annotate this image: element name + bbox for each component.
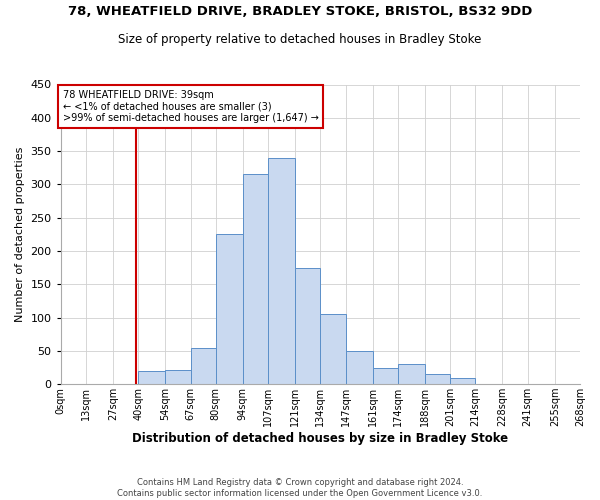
Bar: [191, 348, 216, 384]
Bar: [425, 374, 450, 384]
Bar: [450, 378, 475, 384]
Y-axis label: Number of detached properties: Number of detached properties: [15, 146, 25, 322]
Bar: [398, 364, 425, 384]
Bar: [346, 351, 373, 384]
Bar: [320, 314, 346, 384]
Text: 78 WHEATFIELD DRIVE: 39sqm
← <1% of detached houses are smaller (3)
>99% of semi: 78 WHEATFIELD DRIVE: 39sqm ← <1% of deta…: [62, 90, 319, 123]
Text: Size of property relative to detached houses in Bradley Stoke: Size of property relative to detached ho…: [118, 32, 482, 46]
Bar: [243, 174, 268, 384]
Bar: [216, 234, 243, 384]
Text: 78, WHEATFIELD DRIVE, BRADLEY STOKE, BRISTOL, BS32 9DD: 78, WHEATFIELD DRIVE, BRADLEY STOKE, BRI…: [68, 5, 532, 18]
Bar: [373, 368, 398, 384]
Text: Contains HM Land Registry data © Crown copyright and database right 2024.
Contai: Contains HM Land Registry data © Crown c…: [118, 478, 482, 498]
Bar: [268, 158, 295, 384]
Bar: [138, 371, 166, 384]
Bar: [166, 370, 191, 384]
X-axis label: Distribution of detached houses by size in Bradley Stoke: Distribution of detached houses by size …: [132, 432, 508, 445]
Bar: [295, 268, 320, 384]
